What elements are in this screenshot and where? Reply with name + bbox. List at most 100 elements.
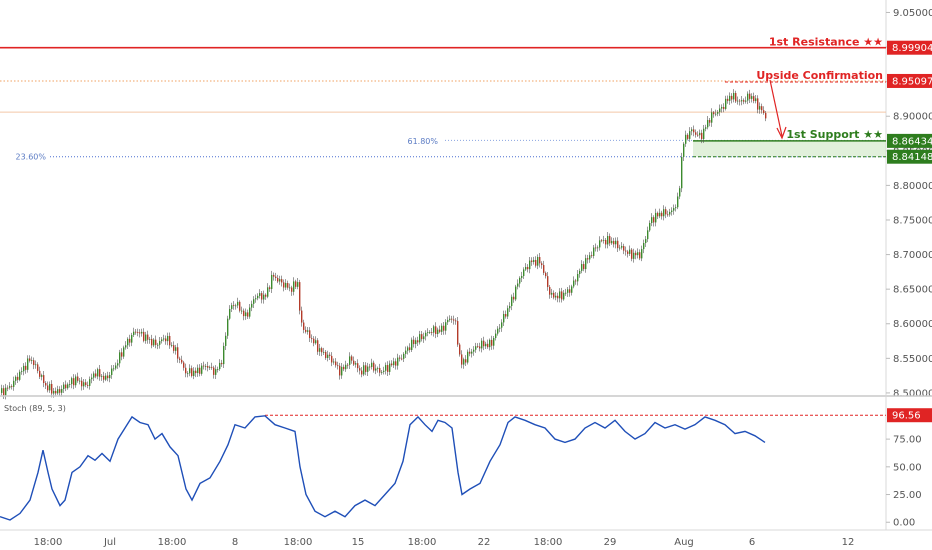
candle-body (181, 359, 183, 363)
candle-body (47, 385, 49, 391)
candle-body (217, 369, 219, 370)
svg-text:8.86434: 8.86434 (892, 136, 932, 147)
candle-body (511, 296, 513, 307)
candle-body (45, 383, 47, 386)
candle-body (211, 366, 213, 368)
candle-body (551, 292, 553, 295)
candle-body (311, 338, 313, 339)
candle-body (355, 363, 357, 365)
stochastic-title: Stoch (89, 5, 3) (4, 404, 66, 413)
candle-body (527, 266, 529, 270)
candle-body (371, 362, 373, 368)
candle-body (749, 93, 751, 99)
candle-body (237, 301, 239, 306)
candle-body (259, 293, 261, 296)
candle-body (683, 143, 685, 157)
candle-body (233, 305, 235, 306)
candle-body (457, 321, 459, 345)
candle-body (487, 343, 489, 348)
candle-body (549, 286, 551, 295)
candle-body (143, 331, 145, 341)
stoch-tick-label: 25.00 (893, 490, 922, 501)
support-zone (693, 140, 886, 157)
candle-body (125, 345, 127, 348)
candle-body (167, 335, 169, 342)
candle-body (313, 338, 315, 344)
candle-body (99, 369, 101, 377)
candle-body (445, 322, 447, 331)
fib-23-label: 23.60% (15, 153, 46, 162)
candle-body (753, 96, 755, 102)
time-tick-label: Aug (674, 537, 694, 548)
candle-body (145, 334, 147, 341)
candle-body (463, 359, 465, 365)
candle-body (731, 95, 733, 100)
candle-body (31, 360, 33, 361)
candle-body (319, 348, 321, 352)
candle-body (607, 236, 609, 245)
candle-body (757, 98, 759, 110)
candle-body (493, 338, 495, 346)
candle-body (615, 240, 617, 245)
candle-body (209, 366, 211, 368)
candle-body (113, 368, 115, 370)
stoch-tick-label: 0.00 (893, 518, 915, 529)
candle-body (67, 384, 69, 389)
candle-body (555, 295, 557, 298)
time-tick-label: 18:00 (34, 537, 63, 548)
candle-body (199, 367, 201, 374)
candle-body (601, 240, 603, 242)
candle-body (665, 209, 667, 215)
candle-body (623, 246, 625, 251)
time-tick-label: 6 (749, 537, 755, 548)
candle-body (449, 318, 451, 320)
candle-body (537, 257, 539, 266)
candle-body (365, 365, 367, 372)
candle-body (85, 382, 87, 386)
stoch-tick-label: 75.00 (893, 435, 922, 446)
stochastic-axis: 75.00 50.00 25.00 0.00 (886, 435, 922, 529)
candle-body (261, 293, 263, 300)
candle-body (3, 388, 5, 396)
candle-body (473, 349, 475, 352)
candle-body (273, 274, 275, 277)
candle-body (147, 334, 149, 340)
price-tick-label: 8.80000 (893, 181, 932, 192)
candle-body (461, 354, 463, 365)
candle-body (205, 366, 207, 367)
candle-body (91, 377, 93, 380)
candle-body (165, 338, 167, 342)
candle-body (761, 106, 763, 111)
candle-body (503, 314, 505, 323)
candle-body (617, 240, 619, 249)
candle-body (247, 312, 249, 317)
fib-61-label: 61.80% (407, 137, 438, 146)
candle-body (175, 347, 177, 351)
projection-arrow (769, 79, 787, 140)
candle-body (21, 371, 23, 373)
candle-body (591, 255, 593, 257)
candle-body (643, 243, 645, 250)
candle-body (469, 351, 471, 354)
candle-body (489, 339, 491, 348)
candle-body (37, 364, 39, 371)
candle-body (5, 387, 7, 396)
candle-body (291, 287, 293, 292)
candle-body (223, 345, 225, 365)
candle-body (157, 344, 159, 346)
candle-body (299, 282, 301, 311)
candle-body (285, 283, 287, 288)
candle-body (297, 282, 299, 287)
candle-body (193, 370, 195, 376)
candle-body (717, 112, 719, 114)
time-tick-label: 18:00 (534, 537, 563, 548)
candle-body (391, 363, 393, 366)
upside-confirmation-price-badge: 8.95097 (887, 73, 932, 88)
candle-body (629, 249, 631, 254)
candle-body (383, 370, 385, 372)
candle-body (81, 380, 83, 387)
candle-body (577, 274, 579, 282)
candle-body (723, 106, 725, 109)
candle-body (725, 98, 727, 109)
